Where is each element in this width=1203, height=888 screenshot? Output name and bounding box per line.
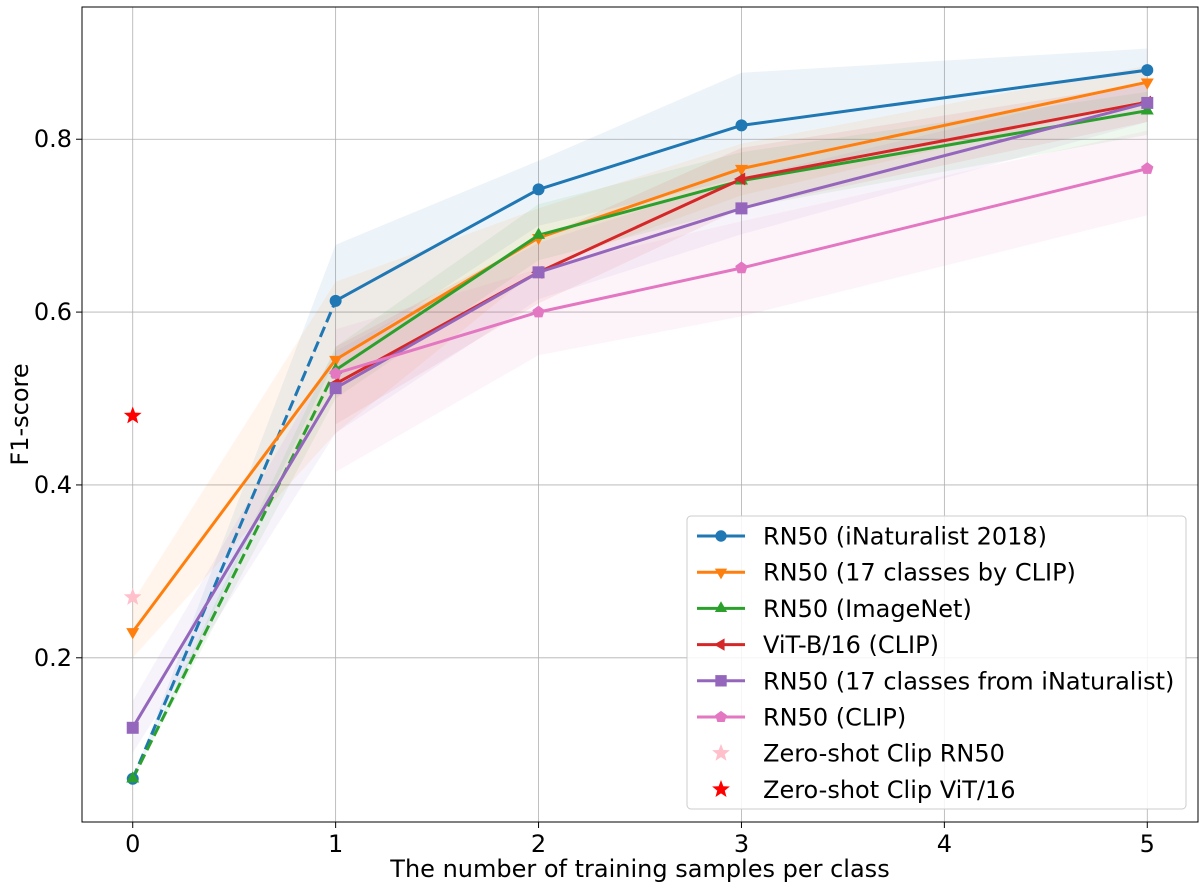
legend-item: RN50 (ImageNet) (697, 595, 972, 623)
data-point (1141, 96, 1154, 109)
legend-marker (714, 568, 728, 580)
legend-item: Zero-shot Clip RN50 (712, 740, 1005, 768)
data-point (532, 266, 545, 279)
legend-marker (712, 743, 730, 761)
series-line (334, 109, 1148, 372)
legend-label: Zero-shot Clip ViT/16 (763, 776, 1016, 804)
x-tick-label: 2 (531, 830, 546, 858)
data-point (126, 771, 140, 783)
legend-marker (715, 675, 727, 687)
series-markers (123, 64, 1154, 785)
series-line (334, 100, 1148, 386)
confidence-band (335, 130, 1148, 472)
zero-shot-point (123, 406, 142, 424)
data-point (329, 355, 343, 368)
legend-marker (713, 638, 725, 651)
x-tick-label: 3 (734, 830, 749, 858)
legend-marker (715, 530, 727, 542)
data-point (1141, 162, 1154, 174)
legend-label: ViT-B/16 (CLIP) (763, 631, 939, 659)
y-axis-label: F1-score (6, 363, 34, 465)
series-lines (131, 68, 1148, 780)
legend-item: RN50 (17 classes from iNaturalist) (697, 667, 1174, 695)
data-point (1141, 64, 1154, 77)
legend-item: ViT-B/16 (CLIP) (697, 631, 939, 659)
data-point (329, 294, 342, 307)
data-point (735, 119, 748, 132)
x-axis-label: The number of training samples per class (389, 855, 889, 883)
x-tick-label: 5 (1140, 830, 1155, 858)
legend: RN50 (iNaturalist 2018) RN50 (17 classes … (686, 515, 1187, 810)
data-point (735, 261, 748, 274)
legend-label: RN50 (ImageNet) (763, 595, 972, 623)
legend-label: RN50 (CLIP) (763, 704, 906, 732)
data-point (735, 202, 748, 215)
data-point (733, 172, 746, 186)
data-point (734, 164, 748, 177)
x-tick-label: 4 (937, 830, 952, 858)
zero-shot-point (123, 587, 142, 605)
plot-area-frame (81, 6, 1199, 823)
y-tick-label: 0.2 (34, 644, 72, 672)
legend-item: Zero-shot Clip ViT/16 (712, 776, 1016, 804)
data-point (126, 628, 140, 640)
confidence-band (132, 48, 1148, 779)
data-point (329, 366, 342, 379)
axis-ticks: 0 1 2 3 4 5 0.2 0.4 0.6 0.8 (34, 125, 1155, 858)
legend-marker (714, 601, 728, 612)
data-point (532, 183, 545, 196)
legend-box (686, 515, 1187, 810)
series-line (334, 68, 1148, 303)
data-point (126, 721, 139, 734)
legend-marker (715, 710, 727, 722)
series-dashed-segment (131, 369, 337, 780)
confidence-band (132, 91, 1148, 779)
legend-label: RN50 (17 classes by CLIP) (763, 559, 1076, 587)
data-point (1140, 78, 1154, 90)
x-tick-label: 0 (125, 830, 140, 858)
data-point (329, 382, 342, 395)
series-dashed-segment (131, 300, 338, 780)
legend-marker (712, 780, 730, 797)
y-tick-label: 0.4 (34, 471, 72, 499)
data-point (532, 227, 546, 239)
legend-item: RN50 (iNaturalist 2018) (697, 523, 1047, 551)
series-line (335, 167, 1148, 375)
data-point (532, 305, 545, 318)
legend-label: RN50 (iNaturalist 2018) (763, 523, 1047, 551)
legend-item: RN50 (17 classes by CLIP) (697, 559, 1076, 587)
legend-label: RN50 (17 classes from iNaturalist) (763, 667, 1174, 695)
confidence-band (132, 83, 1148, 753)
legend-label: Zero-shot Clip RN50 (763, 740, 1005, 768)
y-tick-label: 0.8 (34, 125, 72, 153)
x-tick-label: 1 (328, 830, 343, 858)
y-tick-label: 0.6 (34, 298, 72, 326)
legend-item: RN50 (CLIP) (697, 704, 906, 732)
